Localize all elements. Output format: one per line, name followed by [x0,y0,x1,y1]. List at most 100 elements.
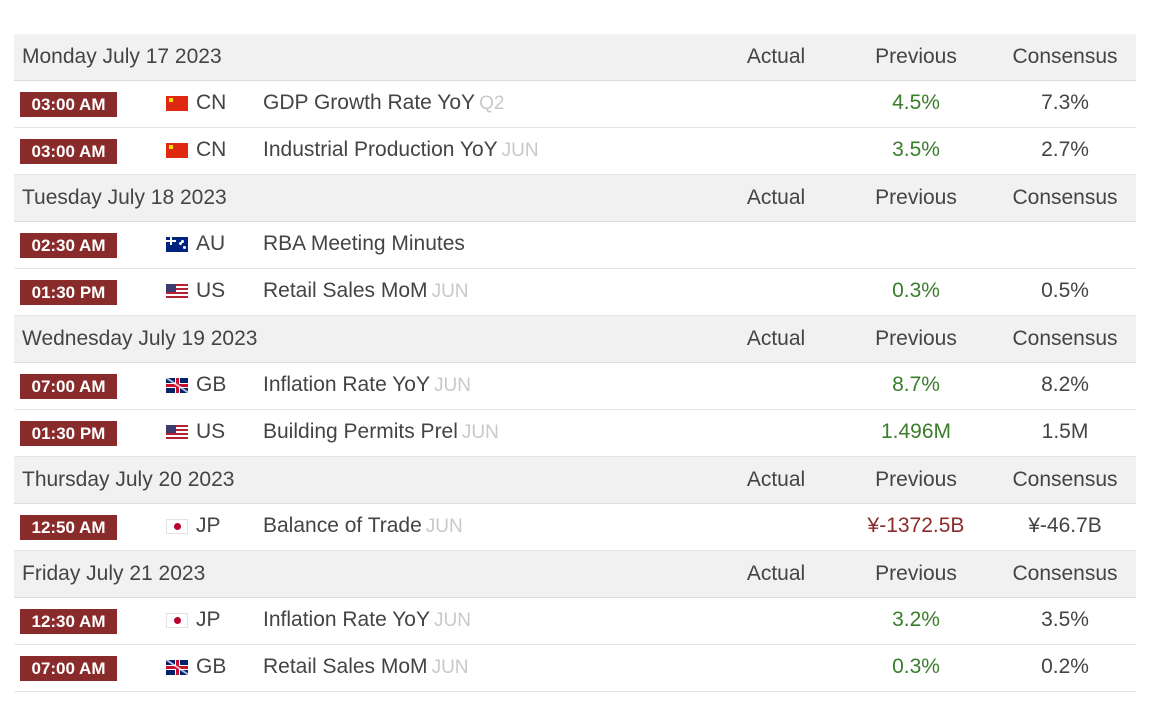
event-row[interactable]: 03:00 AM CN GDP Growth Rate YoY Q2 4.5% 7.3% [14,81,1136,128]
event-previous-value: 4.5% [892,91,940,114]
event-row[interactable]: 07:00 AM GB Inflation Rate YoY JUN 8.7% 8.2% [14,363,1136,410]
event-consensus-value: ¥-46.7B [1028,514,1102,537]
event-name[interactable]: RBA Meeting Minutes [263,232,465,255]
event-name[interactable]: GDP Growth Rate YoY [263,91,476,114]
event-consensus-value: 8.2% [1041,373,1089,396]
day-header: Wednesday July 19 2023 Actual Previous Cons… [14,316,1136,363]
day-date: Tuesday July 18 2023 [22,186,227,209]
gb-flag-icon [166,378,188,393]
event-row[interactable]: 03:00 AM CN Industrial Production YoY JUN 3.… [14,128,1136,175]
event-reference-period: JUN [431,657,469,678]
event-row[interactable]: 01:30 PM US Building Permits Prel JUN 1.496M… [14,410,1136,457]
jp-flag-icon [166,519,188,534]
event-name-link[interactable]: Retail Sales MoM JUN [263,655,469,679]
event-reference-period: JUN [461,422,499,443]
event-name-link[interactable]: Inflation Rate YoY JUN [263,608,471,632]
day-date: Monday July 17 2023 [22,45,222,68]
day-date: Friday July 21 2023 [22,562,206,585]
event-name-link[interactable]: Inflation Rate YoY JUN [263,373,471,397]
consensus-column-header[interactable]: Consensus [1012,45,1118,68]
previous-column-header[interactable]: Previous [875,562,957,585]
event-row[interactable]: 07:00 AM GB Retail Sales MoM JUN 0.3% 0.2% [14,645,1136,692]
event-consensus-value: 7.3% [1041,91,1089,114]
consensus-column-header[interactable]: Consensus [1012,468,1118,491]
day-date: Thursday July 20 2023 [22,468,235,491]
event-country: CN [196,138,227,161]
actual-column-header[interactable]: Actual [746,45,806,68]
event-name-link[interactable]: Building Permits Prel JUN [263,420,499,444]
actual-column-header[interactable]: Actual [746,562,806,585]
event-time-badge: 02:30 AM [20,233,117,258]
event-name[interactable]: Retail Sales MoM [263,655,428,678]
event-previous-value: 3.5% [892,138,940,161]
event-time-badge: 01:30 PM [20,421,117,446]
event-previous-value: 0.3% [892,279,940,302]
event-name[interactable]: Balance of Trade [263,514,422,537]
consensus-column-header[interactable]: Consensus [1012,562,1118,585]
day-date: Wednesday July 19 2023 [22,327,258,350]
event-country: GB [196,655,227,678]
event-name-link[interactable]: Industrial Production YoY JUN [263,138,539,162]
event-row[interactable]: 12:50 AM JP Balance of Trade JUN ¥-1372.5B ¥-… [14,504,1136,551]
event-previous-value: 3.2% [892,608,940,631]
event-name-link[interactable]: GDP Growth Rate YoY Q2 [263,91,504,115]
day-header: Friday July 21 2023 Actual Previous Consens… [14,551,1136,598]
event-country: CN [196,91,227,114]
us-flag-icon [166,425,188,440]
actual-column-header[interactable]: Actual [746,327,806,350]
actual-column-header[interactable]: Actual [746,468,806,491]
event-reference-period: JUN [433,610,471,631]
event-name[interactable]: Inflation Rate YoY [263,608,430,631]
us-flag-icon [166,284,188,299]
event-row[interactable]: 12:30 AM JP Inflation Rate YoY JUN 3.2% 3.5% [14,598,1136,645]
event-country: US [196,420,226,443]
consensus-column-header[interactable]: Consensus [1012,186,1118,209]
event-country: JP [196,514,221,537]
au-flag-icon [166,237,188,252]
previous-column-header[interactable]: Previous [875,327,957,350]
event-name[interactable]: Inflation Rate YoY [263,373,430,396]
event-country: GB [196,373,227,396]
event-name-link[interactable]: RBA Meeting Minutes [263,232,469,256]
event-name-link[interactable]: Balance of Trade JUN [263,514,463,538]
event-previous-value: 8.7% [892,373,940,396]
event-reference-period: Q2 [479,93,505,114]
event-previous-value: 0.3% [892,655,940,678]
event-row[interactable]: 02:30 AM AU RBA Meeting Minutes [14,222,1136,269]
event-consensus-value: 0.5% [1041,279,1089,302]
gb-flag-icon [166,660,188,675]
event-country: JP [196,608,221,631]
event-reference-period: JUN [431,281,469,302]
previous-column-header[interactable]: Previous [875,468,957,491]
event-time-badge: 01:30 PM [20,280,117,305]
previous-column-header[interactable]: Previous [875,186,957,209]
previous-column-header[interactable]: Previous [875,45,957,68]
event-previous-value: ¥-1372.5B [867,514,965,537]
event-time-badge: 12:50 AM [20,515,117,540]
event-consensus-value: 1.5M [1041,420,1089,443]
event-time-badge: 03:00 AM [20,92,117,117]
actual-column-header[interactable]: Actual [746,186,806,209]
jp-flag-icon [166,613,188,628]
event-previous-value: 1.496M [880,420,952,443]
event-time-badge: 03:00 AM [20,139,117,164]
event-name-link[interactable]: Retail Sales MoM JUN [263,279,469,303]
cn-flag-icon [166,143,188,158]
day-header: Monday July 17 2023 Actual Previous Consens… [14,34,1136,81]
event-country: AU [196,232,226,255]
consensus-column-header[interactable]: Consensus [1012,327,1118,350]
event-row[interactable]: 01:30 PM US Retail Sales MoM JUN 0.3% 0.5% [14,269,1136,316]
event-reference-period: JUN [501,140,539,161]
day-header: Tuesday July 18 2023 Actual Previous Consen… [14,175,1136,222]
event-name[interactable]: Retail Sales MoM [263,279,428,302]
event-reference-period: JUN [433,375,471,396]
economic-calendar: Monday July 17 2023 Actual Previous Consens… [14,34,1136,692]
event-name[interactable]: Industrial Production YoY [263,138,498,161]
event-consensus-value: 0.2% [1041,655,1089,678]
event-consensus-value: 3.5% [1041,608,1089,631]
event-reference-period: JUN [425,516,463,537]
cn-flag-icon [166,96,188,111]
day-header: Thursday July 20 2023 Actual Previous Conse… [14,457,1136,504]
event-country: US [196,279,226,302]
event-name[interactable]: Building Permits Prel [263,420,458,443]
